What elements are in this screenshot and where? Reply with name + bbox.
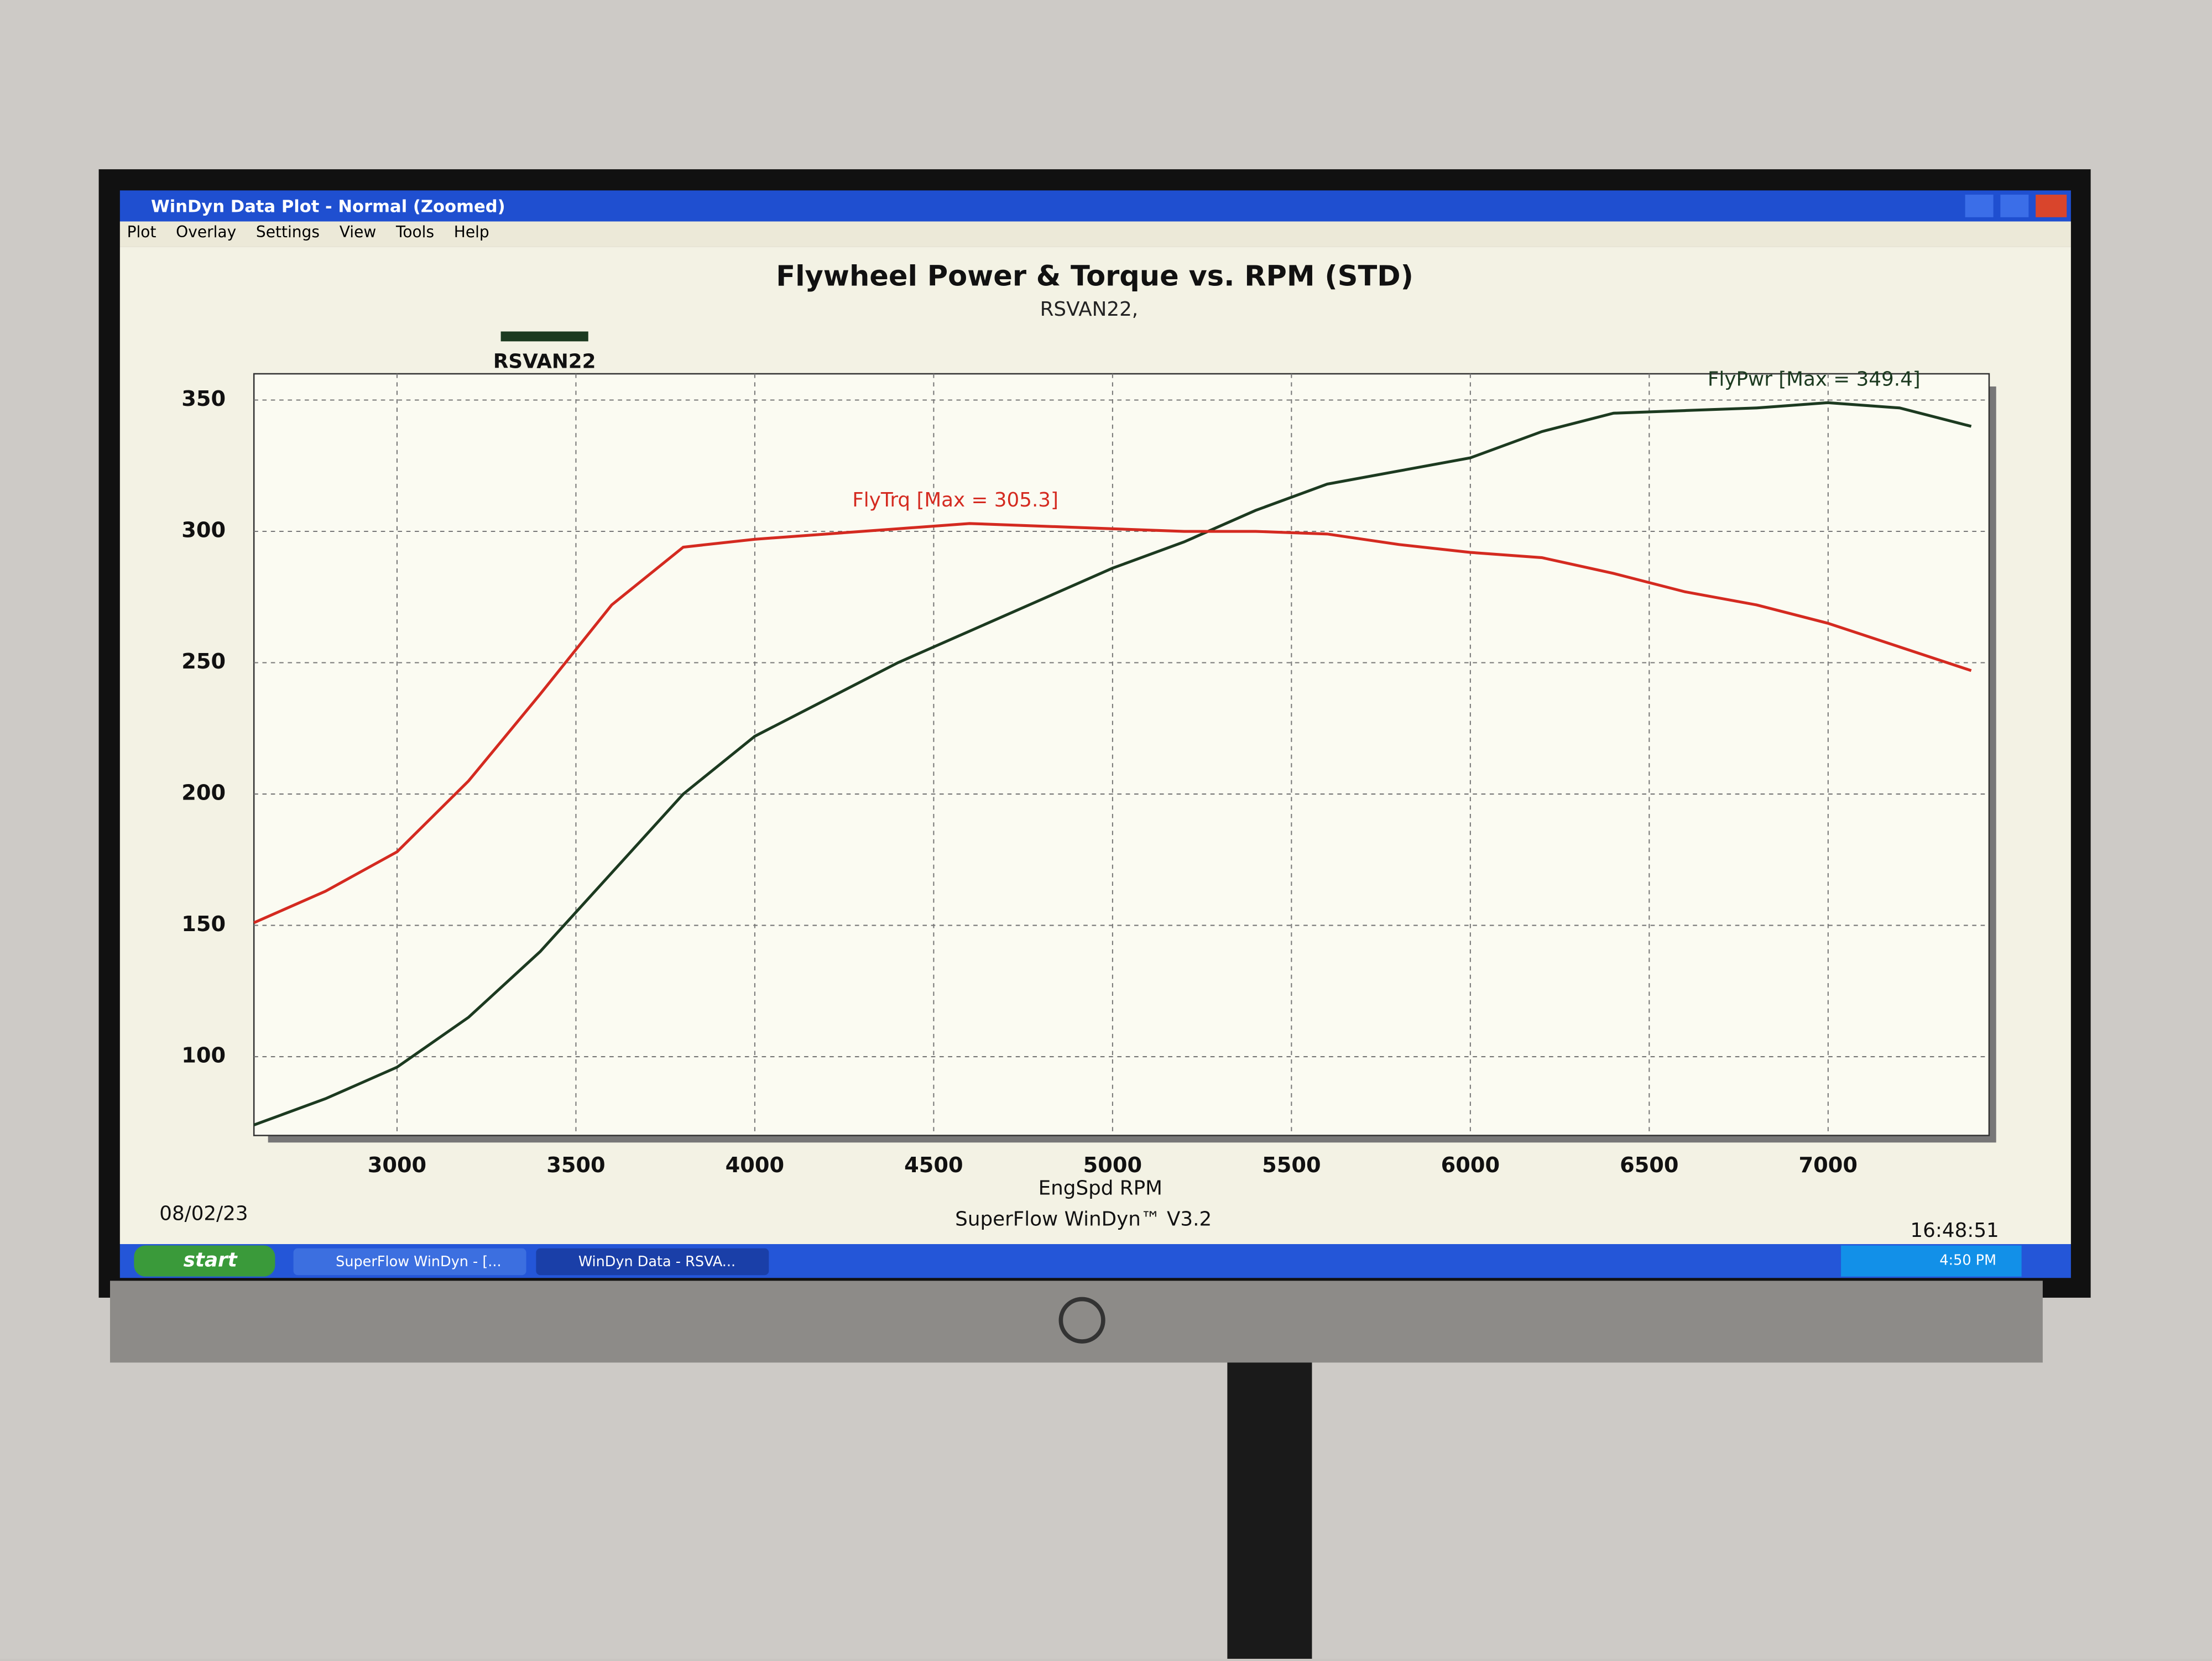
legend-label: RSVAN22 [493,351,596,373]
taskbar-label[interactable]: SuperFlow WinDyn - [... [336,1253,502,1270]
x-tick-label: 4000 [726,1153,784,1178]
title-bar [119,190,2071,222]
y-tick-label: 200 [181,781,226,806]
x-tick-label: 3500 [546,1153,605,1178]
x-tick-label: 4500 [904,1153,963,1178]
x-tick-label: 6000 [1441,1153,1500,1178]
series-line [253,401,1972,1126]
taskbar-label[interactable]: WinDyn Data - RSVA... [578,1253,735,1270]
menu-item[interactable]: Tools [395,223,434,241]
menu-item[interactable]: Plot [127,223,156,241]
series-label: FlyPwr [Max = 349.4] [1708,368,1921,390]
tray [1841,1245,2022,1277]
y-tick-label: 100 [181,1043,226,1068]
maximize-button[interactable] [2000,195,2029,217]
menu-bar [119,221,2071,247]
y-tick-label: 250 [181,649,226,674]
x-tick-label: 7000 [1799,1153,1858,1178]
clock: 4:50 PM [1939,1252,1996,1269]
y-tick-label: 350 [181,386,226,411]
chart-title: Flywheel Power & Torque vs. RPM (STD) [776,260,1413,293]
y-tick-label: 150 [181,912,226,937]
x-axis-label: EngSpd RPM [1039,1177,1162,1200]
series-line [253,522,1972,924]
x-tick-label: 5500 [1262,1153,1321,1178]
software-version: SuperFlow WinDyn™ V3.2 [955,1208,1212,1231]
x-tick-label: 6500 [1620,1153,1678,1178]
date: 08/02/23 [159,1202,248,1225]
taskbar-button[interactable] [293,1248,526,1276]
plot-area [253,373,1990,1136]
minimize-button[interactable] [1965,195,1994,217]
monitor-chin [109,1281,2043,1363]
stand [1227,1340,1312,1659]
logo [1058,1297,1105,1344]
menu-item[interactable]: Settings [256,223,320,241]
time: 16:48:51 [1910,1219,1999,1242]
taskbar-button[interactable] [536,1248,769,1276]
menu-item[interactable]: Help [454,223,489,241]
window-title: WinDyn Data Plot - Normal (Zoomed) [151,197,505,217]
series-label: FlyTrq [Max = 305.3] [852,489,1058,511]
close-button[interactable] [2036,195,2067,217]
legend-swatch [500,331,588,342]
y-tick-label: 300 [181,518,226,543]
chart-subtitle: RSVAN22, [1040,298,1139,321]
x-tick-label: 5000 [1083,1153,1142,1178]
start-label[interactable]: start [184,1249,238,1272]
x-tick-label: 3000 [368,1153,426,1178]
menu-item[interactable]: Overlay [176,223,236,241]
start-button[interactable] [134,1245,275,1277]
menu-item[interactable]: View [340,223,377,241]
